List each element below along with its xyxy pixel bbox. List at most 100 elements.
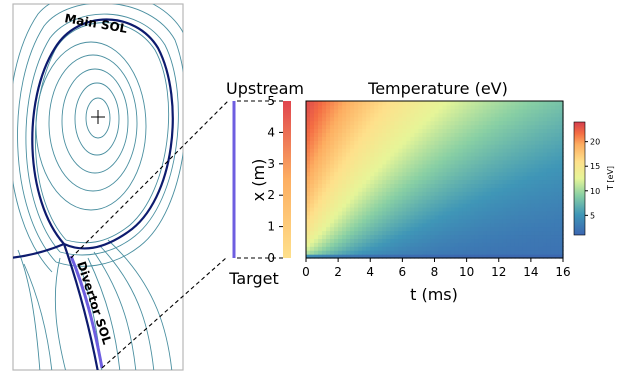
heatmap-cell — [434, 226, 440, 232]
heatmap-cell — [482, 187, 488, 192]
heatmap-cell — [554, 250, 560, 255]
heatmap-cell — [538, 234, 544, 239]
heatmap-cell — [322, 155, 327, 161]
heatmap-cell — [410, 218, 416, 224]
heatmap-cell — [406, 132, 412, 137]
heatmap-cell — [326, 206, 331, 212]
heatmap-cell — [482, 104, 488, 110]
heatmap-cell — [458, 226, 464, 232]
heatmap-cell — [358, 163, 363, 169]
heatmap-cell — [490, 191, 496, 196]
heatmap-cell — [478, 101, 484, 106]
heatmap-cell — [522, 179, 528, 185]
heatmap-cell — [402, 242, 407, 247]
heatmap-cell — [366, 195, 371, 200]
x-tick-label: 4 — [366, 265, 374, 279]
heatmap-cell — [450, 132, 456, 137]
heatmap-cell — [502, 108, 508, 114]
heatmap-cell — [530, 108, 536, 114]
heatmap-cell — [534, 116, 540, 122]
heatmap-cell — [406, 112, 412, 118]
heatmap-cell — [314, 175, 319, 181]
heatmap-cell — [550, 159, 556, 165]
heatmap-cell — [418, 136, 424, 141]
heatmap-cell — [454, 136, 460, 141]
heatmap-cell — [366, 124, 371, 130]
heatmap-cell — [478, 155, 484, 161]
heatmap-cell — [402, 246, 407, 251]
heatmap-cell — [494, 116, 500, 122]
heatmap-cell — [454, 242, 460, 247]
heatmap-cell — [446, 187, 452, 192]
heatmap-cell — [402, 183, 407, 188]
heatmap-cell — [406, 250, 412, 255]
heatmap-cell — [326, 136, 331, 141]
heatmap-cell — [374, 132, 379, 137]
heatmap-cell — [522, 132, 528, 137]
heatmap-cell — [346, 101, 351, 106]
heatmap-cell — [418, 104, 424, 110]
heatmap-cell — [474, 120, 480, 126]
heatmap-cell — [310, 167, 315, 173]
chart-title: Temperature (eV) — [367, 79, 508, 98]
heatmap-cell — [510, 101, 516, 106]
heatmap-cell — [486, 167, 492, 173]
heatmap-cell — [306, 152, 311, 157]
heatmap-cell — [354, 246, 359, 251]
heatmap-cell — [426, 163, 432, 169]
heatmap-cell — [554, 132, 560, 137]
heatmap-cell — [498, 199, 504, 204]
heatmap-cell — [554, 195, 560, 200]
heatmap-cell — [318, 163, 323, 169]
heatmap-cell — [558, 230, 564, 236]
heatmap-cell — [510, 242, 516, 247]
heatmap-cell — [502, 124, 508, 130]
heatmap-cell — [346, 195, 351, 200]
heatmap-cell — [498, 144, 504, 149]
heatmap-cell — [538, 104, 544, 110]
heatmap-cell — [466, 124, 472, 130]
heatmap-cell — [350, 120, 355, 126]
heatmap-cell — [362, 218, 367, 224]
heatmap-cell — [518, 187, 524, 192]
heatmap-cell — [510, 104, 516, 110]
heatmap-cell — [338, 132, 343, 137]
heatmap-cell — [374, 124, 379, 130]
heatmap-cell — [490, 218, 496, 224]
heatmap-cell — [510, 210, 516, 216]
heatmap-cell — [506, 246, 512, 251]
heatmap-cell — [510, 254, 516, 259]
heatmap-cell — [470, 230, 476, 236]
heatmap-cell — [434, 203, 440, 208]
heatmap-cell — [374, 183, 379, 188]
heatmap-cell — [382, 152, 387, 157]
heatmap-cell — [534, 210, 540, 216]
heatmap-cell — [406, 144, 412, 149]
heatmap-cell — [346, 238, 351, 243]
heatmap-cell — [502, 171, 508, 177]
heatmap-cell — [478, 242, 484, 247]
heatmap-cell — [346, 159, 351, 165]
heatmap-cell — [478, 222, 484, 228]
heatmap-cell — [454, 222, 460, 228]
heatmap-cell — [466, 242, 472, 247]
heatmap-cell — [438, 191, 444, 196]
heatmap-cell — [378, 234, 383, 239]
heatmap-cell — [494, 226, 500, 232]
heatmap-cell — [310, 254, 315, 259]
heatmap-cell — [486, 136, 492, 141]
heatmap-cell — [330, 214, 335, 220]
heatmap-cell — [378, 128, 383, 133]
heatmap-cell — [466, 210, 472, 216]
heatmap-cell — [398, 116, 403, 122]
heatmap-cell — [330, 218, 335, 224]
heatmap-cell — [510, 191, 516, 196]
heatmap-cell — [398, 195, 403, 200]
heatmap-cell — [350, 230, 355, 236]
heatmap-cell — [430, 116, 436, 122]
heatmap-cell — [458, 148, 464, 153]
heatmap-cell — [434, 179, 440, 185]
heatmap-cell — [358, 222, 363, 228]
heatmap-cell — [470, 187, 476, 192]
heatmap-cell — [542, 206, 548, 212]
